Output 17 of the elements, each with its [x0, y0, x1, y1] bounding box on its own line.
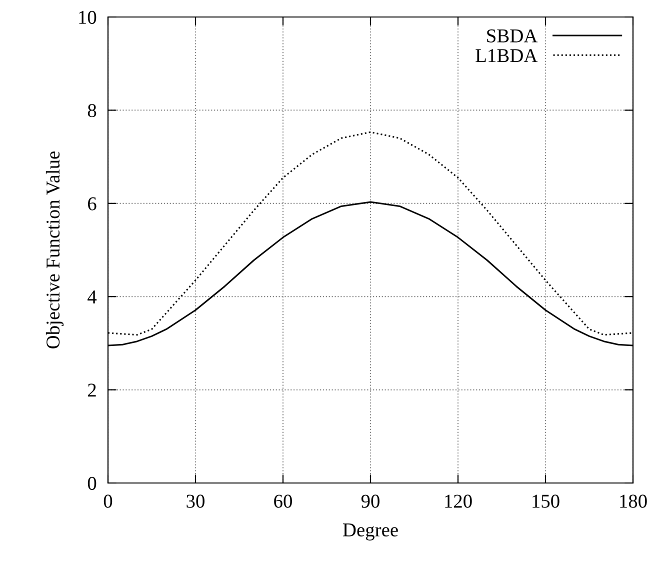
- x-tick-label: 150: [532, 494, 560, 508]
- x-tick-label: 90: [361, 494, 380, 508]
- legend-label: SBDA: [487, 29, 538, 42]
- x-tick-label: 60: [274, 494, 292, 508]
- y-axis-title: Objective Function Value: [46, 151, 64, 348]
- legend-label: L1BDA: [476, 49, 538, 62]
- x-tick-label: 180: [620, 494, 647, 508]
- x-tick-label: 120: [445, 494, 472, 508]
- y-tick-label: 0: [88, 476, 96, 490]
- x-axis-title: Degree: [342, 524, 398, 540]
- y-tick-label: 2: [88, 384, 96, 397]
- x-tick-label: 30: [186, 494, 204, 508]
- y-tick-label: 6: [88, 197, 96, 210]
- y-tick-label: 10: [79, 10, 96, 24]
- y-tick-label: 8: [88, 104, 96, 118]
- y-tick-label: 4: [88, 290, 97, 304]
- x-tick-label: 0: [104, 494, 112, 508]
